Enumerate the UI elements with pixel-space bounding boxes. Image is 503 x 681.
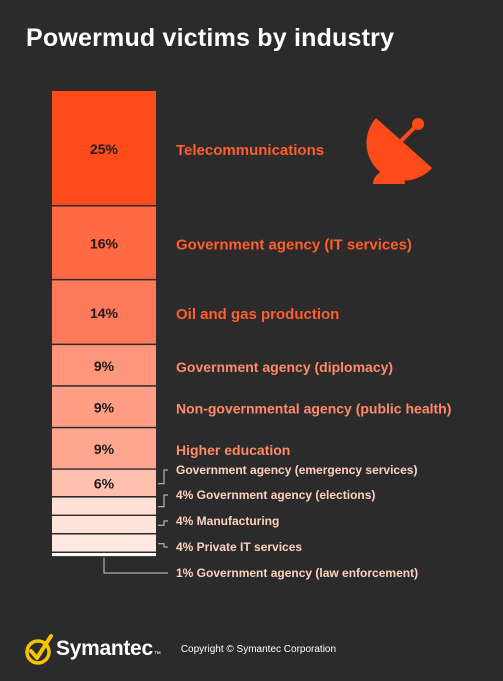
category-label-government-agency-diplomacy: Government agency (diplomacy) <box>176 359 393 375</box>
value-label-oil-and-gas-production: 14% <box>90 305 119 321</box>
value-label-government-agency-diplomacy: 9% <box>94 358 115 374</box>
bar-segment-government-agency-law-enforcement <box>52 553 156 557</box>
bar-segment-private-it-services <box>52 534 156 552</box>
category-label-government-agency-emergency-services: Government agency (emergency services) <box>176 463 417 477</box>
copyright-text: Copyright © Symantec Corporation <box>180 643 337 655</box>
leader-line-private-it-services <box>158 543 168 548</box>
bar-segment-higher-education <box>52 428 156 469</box>
category-labels: Telecommunications Government agency (IT … <box>176 142 451 580</box>
bar-segments: 25% 16% 14% 9% 9% 9% 6% <box>52 91 156 557</box>
brand-name: Symantec <box>56 637 153 660</box>
satellite-dish-icon <box>366 118 432 184</box>
category-label-government-agency-it-services: Government agency (IT services) <box>176 237 412 254</box>
value-label-non-governmental-agency-public-health: 9% <box>94 400 115 416</box>
bar-segment-telecommunications <box>52 91 156 205</box>
category-label-telecommunications: Telecommunications <box>176 142 324 159</box>
value-label-government-agency-emergency-services: 6% <box>94 476 115 492</box>
symantec-check-logo-icon <box>25 634 53 665</box>
category-label-higher-education: Higher education <box>176 442 290 458</box>
bar-segment-manufacturing <box>52 516 156 533</box>
bar-segment-government-agency-emergency-services <box>52 469 156 496</box>
category-label-government-agency-elections: 4% Government agency (elections) <box>176 488 375 502</box>
footer: Symantec ™ Copyright © Symantec Corporat… <box>24 632 336 666</box>
value-label-higher-education: 9% <box>94 441 115 457</box>
category-label-oil-and-gas-production: Oil and gas production <box>176 306 339 323</box>
category-label-non-governmental-agency-public-health: Non-governmental agency (public health) <box>176 401 451 417</box>
leader-line-government-agency-elections <box>158 494 168 508</box>
trademark: ™ <box>153 651 161 658</box>
bar-segment-government-agency-diplomacy <box>52 345 156 386</box>
bar-segment-oil-and-gas-production <box>52 280 156 344</box>
leader-line-government-agency-law-enforcement <box>103 557 168 574</box>
bar-segment-government-agency-elections <box>52 497 156 515</box>
bar-segment-non-governmental-agency-public-health <box>52 386 156 427</box>
category-label-private-it-services: 4% Private IT services <box>176 540 302 554</box>
leader-line-government-agency-emergency-services <box>158 469 168 485</box>
chart-title: Powermud victims by industry <box>26 24 395 52</box>
category-label-manufacturing: 4% Manufacturing <box>176 514 279 528</box>
category-label-government-agency-law-enforcement: 1% Government agency (law enforcement) <box>176 566 418 580</box>
value-label-government-agency-it-services: 16% <box>90 236 119 252</box>
value-label-telecommunications: 25% <box>90 141 119 157</box>
leader-lines <box>103 469 168 574</box>
leader-line-manufacturing <box>158 520 168 526</box>
bar-segment-government-agency-it-services <box>52 206 156 279</box>
